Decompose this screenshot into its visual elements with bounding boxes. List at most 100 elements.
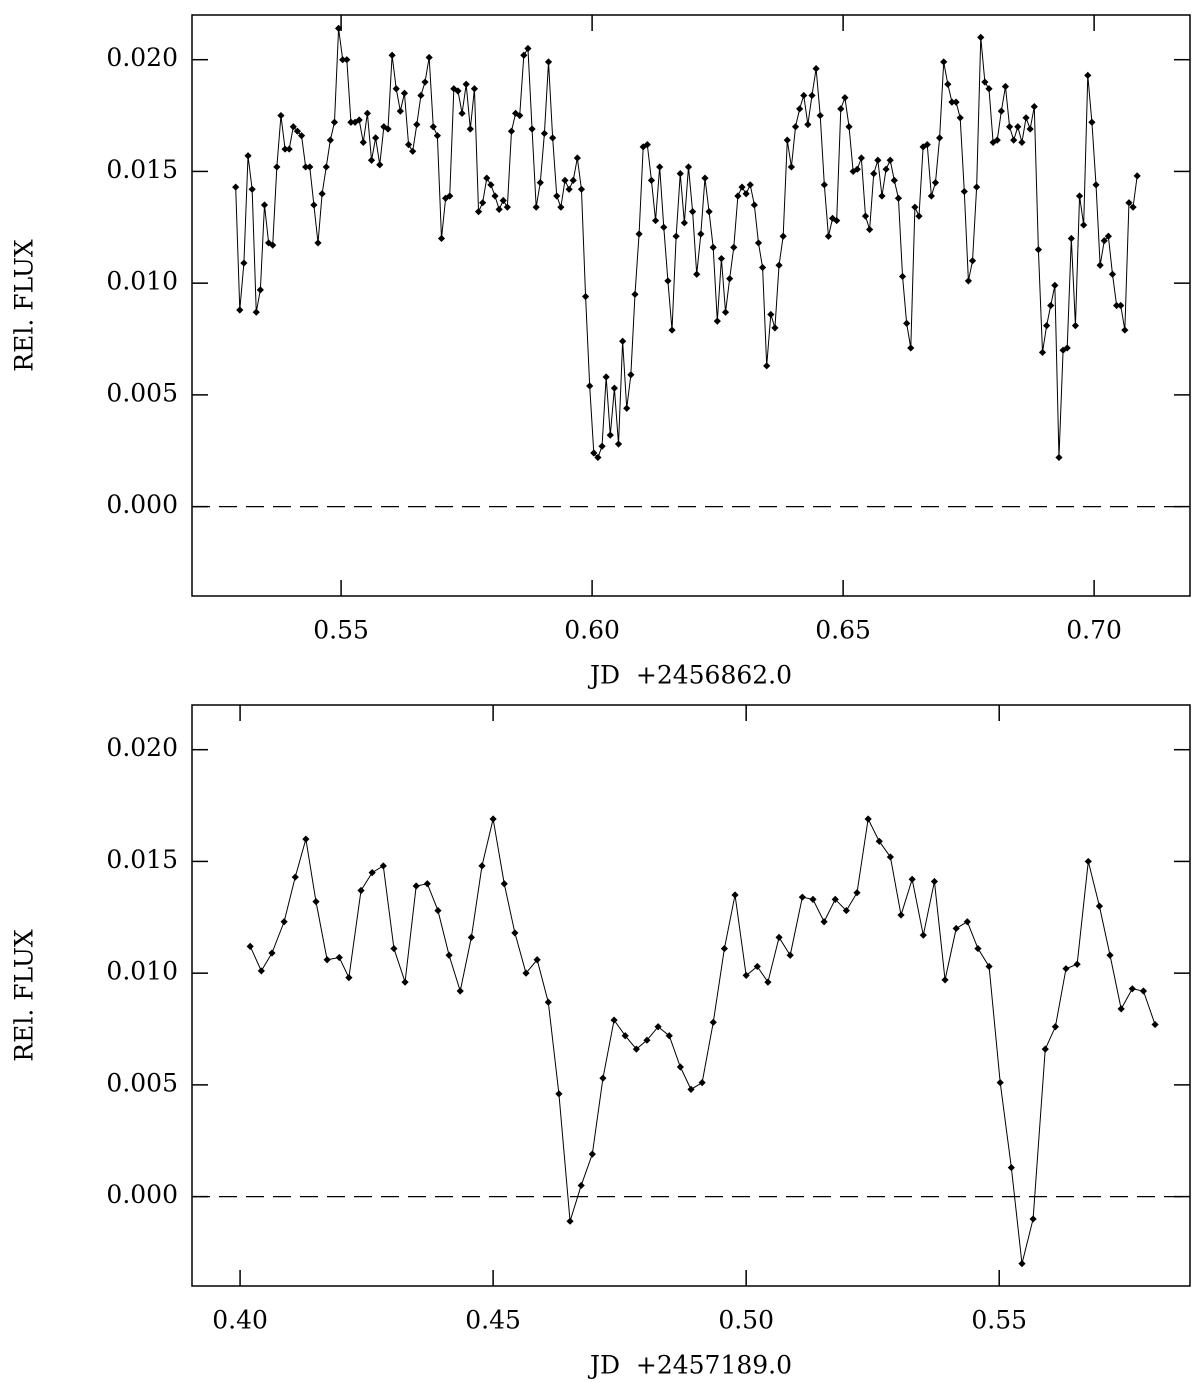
data-point bbox=[388, 51, 396, 59]
data-point bbox=[598, 442, 606, 450]
data-point bbox=[368, 868, 376, 877]
data-point bbox=[845, 123, 853, 131]
data-point bbox=[627, 371, 635, 379]
data-point bbox=[754, 239, 763, 247]
y-tick-label: 0.005 bbox=[106, 1068, 178, 1097]
data-point bbox=[248, 185, 256, 193]
data-point bbox=[312, 898, 320, 906]
data-point bbox=[816, 111, 824, 120]
data-point bbox=[897, 911, 905, 919]
data-point bbox=[1001, 82, 1010, 91]
data-point bbox=[367, 156, 376, 164]
data-point bbox=[1117, 301, 1125, 310]
x-axis-label: JD +2457189.0 bbox=[587, 1351, 792, 1380]
data-point bbox=[522, 969, 530, 977]
data-point bbox=[581, 292, 590, 301]
data-point bbox=[544, 58, 553, 66]
data-point bbox=[665, 1032, 673, 1040]
data-point bbox=[875, 837, 883, 845]
data-point bbox=[489, 815, 497, 823]
data-point bbox=[456, 987, 464, 995]
data-point bbox=[524, 44, 532, 53]
data-point bbox=[798, 893, 806, 901]
data-point bbox=[573, 154, 581, 162]
data-point bbox=[842, 906, 850, 915]
x-tick-label: 0.65 bbox=[815, 616, 871, 645]
x-tick-label: 0.50 bbox=[718, 1306, 774, 1335]
data-point bbox=[291, 873, 299, 881]
data-point bbox=[285, 145, 293, 153]
data-point bbox=[775, 261, 783, 269]
data-point bbox=[454, 87, 462, 95]
data-point bbox=[886, 156, 894, 164]
data-point bbox=[742, 190, 750, 198]
data-point bbox=[746, 181, 754, 189]
data-point bbox=[1062, 965, 1070, 973]
data-point bbox=[676, 1063, 684, 1071]
data-point bbox=[372, 134, 380, 142]
y-axis-label: REl. FLUX bbox=[10, 929, 39, 1062]
data-point bbox=[423, 880, 431, 888]
data-point bbox=[470, 85, 479, 93]
data-point bbox=[483, 174, 491, 182]
data-point bbox=[651, 216, 660, 225]
data-point bbox=[1084, 857, 1092, 866]
data-point bbox=[599, 1074, 607, 1082]
data-point bbox=[890, 176, 898, 184]
data-point bbox=[837, 105, 845, 113]
data-point bbox=[764, 978, 772, 986]
data-point bbox=[779, 232, 787, 240]
data-point bbox=[256, 286, 264, 294]
data-point bbox=[927, 192, 935, 200]
data-point bbox=[833, 216, 841, 225]
data-point bbox=[1022, 114, 1030, 122]
data-point bbox=[347, 118, 355, 126]
data-point bbox=[623, 404, 631, 412]
data-point bbox=[853, 165, 861, 173]
data-point bbox=[1055, 453, 1063, 462]
data-point bbox=[1129, 203, 1137, 211]
data-point bbox=[528, 125, 536, 133]
data-point bbox=[445, 951, 453, 959]
data-point bbox=[511, 929, 519, 937]
data-point bbox=[532, 203, 540, 211]
data-point bbox=[730, 243, 738, 251]
data-point bbox=[1043, 322, 1051, 330]
data-point bbox=[594, 453, 602, 462]
data-point bbox=[1117, 1005, 1125, 1013]
data-point bbox=[643, 1036, 651, 1044]
data-point bbox=[771, 324, 779, 332]
data-point bbox=[717, 254, 726, 263]
data-point bbox=[857, 154, 865, 162]
data-point bbox=[458, 109, 466, 117]
data-point bbox=[1080, 221, 1088, 229]
data-point bbox=[536, 178, 544, 187]
data-point bbox=[664, 277, 672, 285]
data-point bbox=[783, 136, 791, 144]
data-point bbox=[1075, 192, 1084, 200]
data-point bbox=[1047, 301, 1055, 310]
data-point bbox=[804, 120, 812, 129]
data-point bbox=[705, 208, 713, 216]
data-point bbox=[1106, 951, 1114, 959]
data-point bbox=[1018, 138, 1026, 146]
data-point bbox=[565, 185, 573, 193]
data-point bbox=[940, 58, 948, 66]
data-point bbox=[566, 1217, 574, 1225]
data-point bbox=[1018, 1260, 1026, 1268]
data-point bbox=[985, 962, 993, 971]
data-point bbox=[861, 212, 870, 220]
y-tick-label: 0.015 bbox=[106, 155, 178, 184]
data-point bbox=[376, 161, 384, 169]
data-point bbox=[433, 132, 441, 140]
data-point bbox=[500, 880, 508, 888]
data-point bbox=[1063, 344, 1071, 352]
data-point bbox=[499, 196, 507, 205]
data-point bbox=[590, 449, 598, 457]
data-point bbox=[767, 310, 775, 319]
data-point bbox=[1071, 322, 1080, 330]
data-point bbox=[1108, 270, 1117, 278]
data-point bbox=[244, 152, 252, 160]
data-point bbox=[676, 170, 684, 178]
data-point bbox=[289, 123, 297, 131]
